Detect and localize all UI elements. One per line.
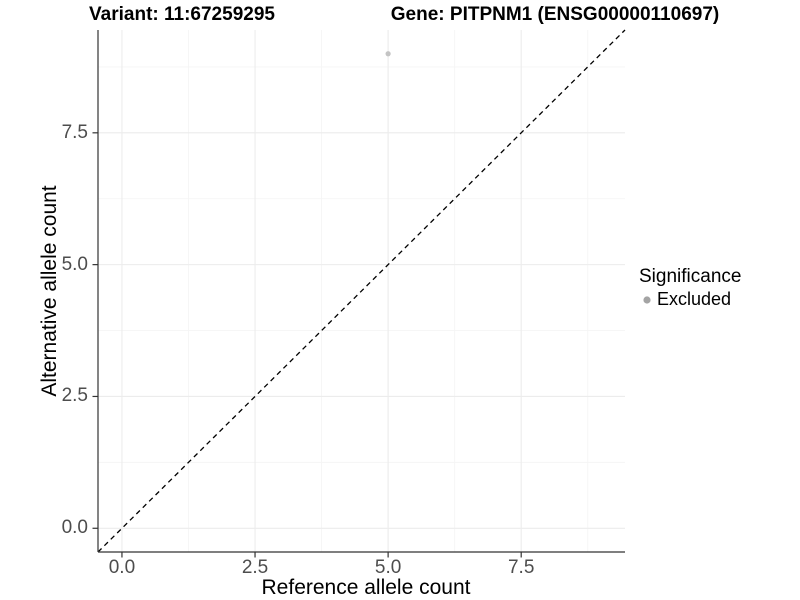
x-tick-label: 7.5 xyxy=(507,557,535,578)
legend-entry-excluded: Excluded xyxy=(639,289,741,310)
x-axis-title: Reference allele count xyxy=(261,576,471,599)
x-tick-label: 2.5 xyxy=(241,557,269,578)
x-tick-label: 5.0 xyxy=(374,557,402,578)
gene-title: Gene: PITPNM1 (ENSG00000110697) xyxy=(390,4,720,25)
x-tick-label: 0.0 xyxy=(108,557,136,578)
y-axis-title: Alternative allele count xyxy=(38,185,61,397)
y-tick-label: 7.5 xyxy=(61,121,88,143)
legend: Significance Excluded xyxy=(639,266,741,310)
y-tick-label: 2.5 xyxy=(61,385,88,407)
excluded-point-icon xyxy=(643,295,651,304)
data-point xyxy=(385,51,391,57)
legend-title: Significance xyxy=(639,266,742,287)
variant-title: Variant: 11:67259295 xyxy=(89,4,275,25)
identity-dashed-line xyxy=(97,29,626,553)
legend-entry-label: Excluded xyxy=(657,289,732,309)
y-tick-label: 0.0 xyxy=(61,517,88,539)
y-tick-label: 5.0 xyxy=(61,253,88,275)
